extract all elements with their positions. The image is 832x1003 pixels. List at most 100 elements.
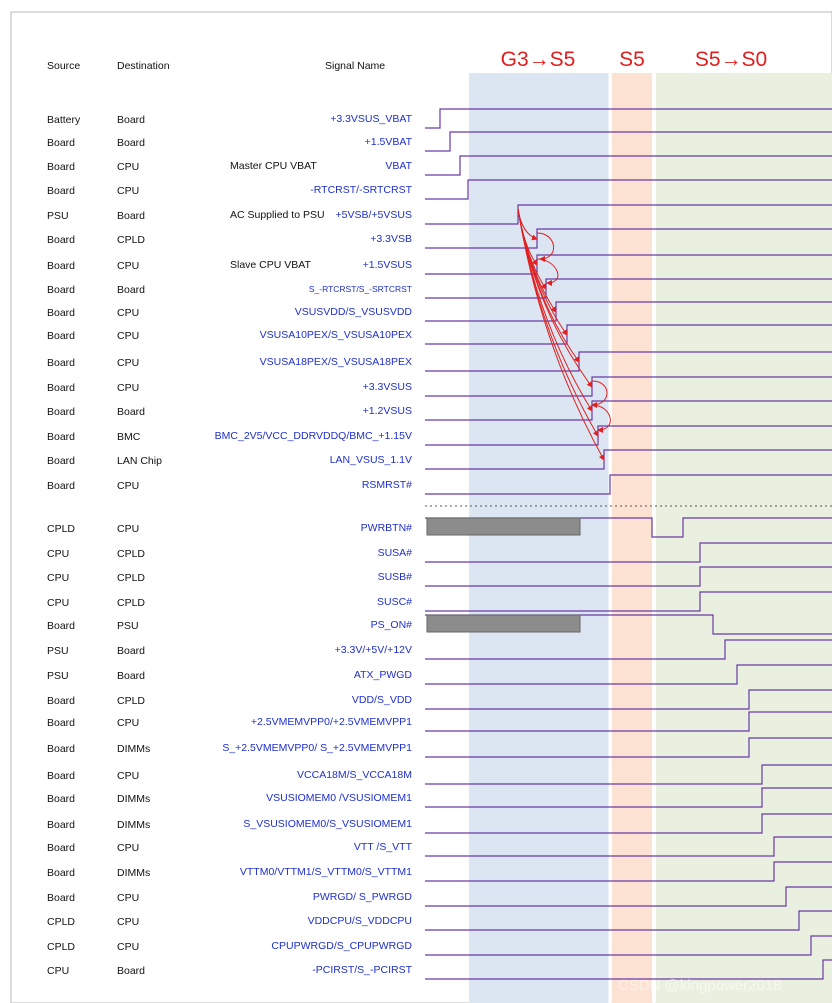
phase-band-2	[656, 73, 832, 1003]
row-destination: CPU	[117, 717, 139, 729]
row-destination: BMC	[117, 431, 141, 443]
dependency-arrow	[536, 258, 559, 286]
waveform-s-2-5vmemvpp0-s-2-5vmemvpp1	[425, 737, 832, 758]
row-source: CPU	[47, 597, 69, 609]
row-source: Board	[47, 695, 75, 707]
row-destination: DIMMs	[117, 867, 150, 879]
row-source: Board	[47, 620, 75, 632]
waveform-atx-pwgd	[425, 664, 832, 685]
waveform-vsusiomem0-vsusiomem1	[425, 787, 832, 808]
row-destination: CPU	[117, 523, 139, 535]
row-destination: CPU	[117, 941, 139, 953]
waveform-cpupwrgd-s-cpupwrgd	[425, 935, 832, 956]
row-destination: Board	[117, 406, 145, 418]
waveform-s-vsusiomem0-s-vsusiomem1	[425, 813, 832, 834]
row-destination: Board	[117, 114, 145, 126]
row-destination: DIMMs	[117, 793, 150, 805]
waveform-rsmrst	[425, 474, 832, 495]
signal-name-lan-vsus-1-1v: LAN_VSUS_1.1V	[330, 454, 412, 466]
signal-name-pwrgd-s-pwrgd: PWRGD/ S_PWRGD	[313, 891, 413, 903]
row-destination: DIMMs	[117, 819, 150, 831]
row-destination: CPU	[117, 916, 139, 928]
signal-name-susa: SUSA#	[378, 547, 413, 559]
waveform-susb	[425, 566, 832, 587]
row-destination: PSU	[117, 620, 139, 632]
signal-name-vbat: VBAT	[385, 160, 412, 172]
waveform-vtt-s-vtt	[425, 836, 832, 857]
signal-name-1-5vbat: +1.5VBAT	[365, 136, 413, 148]
row-source: Board	[47, 260, 75, 272]
row-source: Board	[47, 431, 75, 443]
row-source: Board	[47, 770, 75, 782]
hold-bar	[426, 614, 581, 633]
waveform-vdd-s-vdd	[425, 689, 832, 710]
waveform-vbat	[425, 155, 832, 176]
row-destination: CPU	[117, 357, 139, 369]
row-source: Board	[47, 743, 75, 755]
row-source: Board	[47, 357, 75, 369]
signal-name-2-5vmemvpp0-2-5vmemvpp1: +2.5VMEMVPP0/+2.5VMEMVPP1	[251, 716, 412, 728]
row-source: PSU	[47, 210, 69, 222]
dependency-arrow	[591, 404, 611, 433]
signal-name-3-3v-5v-12v: +3.3V/+5V/+12V	[335, 644, 412, 656]
signal-name-1-5vsus: +1.5VSUS	[363, 259, 412, 271]
signal-name-5vsb-5vsus: +5VSB/+5VSUS	[336, 209, 412, 221]
row-destination: Board	[117, 670, 145, 682]
row-source: Board	[47, 161, 75, 173]
row-note: Slave CPU VBAT	[230, 259, 311, 271]
signal-name-susb: SUSB#	[378, 571, 413, 583]
row-source: PSU	[47, 645, 69, 657]
signal-name-3-3vsus: +3.3VSUS	[363, 381, 412, 393]
waveform-susa	[425, 542, 832, 563]
signal-name-susc: SUSC#	[377, 596, 412, 608]
row-destination: CPU	[117, 260, 139, 272]
signal-name-1-2vsus: +1.2VSUS	[363, 405, 412, 417]
row-source: Board	[47, 284, 75, 296]
signal-name-vsusvdd-s-vsusvdd: VSUSVDD/S_VSUSVDD	[295, 306, 413, 318]
row-destination: CPU	[117, 382, 139, 394]
row-source: CPU	[47, 965, 69, 977]
row-destination: CPLD	[117, 597, 145, 609]
waveform-vcca18m-s-vcca18m	[425, 764, 832, 785]
phase-label-s5-s0: S5→S0	[695, 48, 767, 71]
row-source: Board	[47, 793, 75, 805]
row-source: Board	[47, 382, 75, 394]
signal-name-vsusa18pex-s-vsusa18pex: VSUSA18PEX/S_VSUSA18PEX	[260, 356, 412, 368]
signal-name-vtt-s-vtt: VTT /S_VTT	[354, 841, 413, 853]
row-destination: DIMMs	[117, 743, 150, 755]
signal-name-vsusiomem0-vsusiomem1: VSUSIOMEM0 /VSUSIOMEM1	[266, 792, 412, 804]
signal-name-pwrbtn: PWRBTN#	[361, 522, 412, 534]
signal-name-3-3vsb: +3.3VSB	[370, 233, 412, 245]
waveform-pcirst-s-pcirst	[425, 959, 832, 980]
row-source: Board	[47, 330, 75, 342]
row-source: Board	[47, 717, 75, 729]
row-source: Board	[47, 480, 75, 492]
signal-name-bmc-2v5-vcc-ddrvddq-bmc-1-15v: BMC_2V5/VCC_DDRVDDQ/BMC_+1.15V	[215, 430, 412, 442]
row-destination: Board	[117, 137, 145, 149]
phase-band-0	[469, 73, 609, 1003]
row-source: Board	[47, 819, 75, 831]
row-source: CPLD	[47, 916, 75, 928]
waveform-3-3vsus-vbat	[425, 108, 832, 129]
row-source: Battery	[47, 114, 81, 126]
row-source: PSU	[47, 670, 69, 682]
row-source: Board	[47, 842, 75, 854]
row-source: CPU	[47, 572, 69, 584]
row-destination: CPU	[117, 185, 139, 197]
waveform-vddcpu-s-vddcpu	[425, 910, 832, 931]
row-destination: LAN Chip	[117, 455, 162, 467]
signal-name-3-3vsus-vbat: +3.3VSUS_VBAT	[330, 113, 412, 125]
row-source: Board	[47, 892, 75, 904]
row-destination: CPLD	[117, 695, 145, 707]
signal-name-pcirst-s-pcirst: -PCIRST/S_-PCIRST	[312, 964, 412, 976]
signal-name-vddcpu-s-vddcpu: VDDCPU/S_VDDCPU	[308, 915, 412, 927]
row-source: CPLD	[47, 941, 75, 953]
signal-name-vdd-s-vdd: VDD/S_VDD	[352, 694, 413, 706]
row-source: CPU	[47, 548, 69, 560]
row-source: Board	[47, 185, 75, 197]
row-source: Board	[47, 137, 75, 149]
row-destination: CPU	[117, 892, 139, 904]
header-source: Source	[47, 60, 80, 72]
waveform-1-5vbat	[425, 131, 832, 152]
